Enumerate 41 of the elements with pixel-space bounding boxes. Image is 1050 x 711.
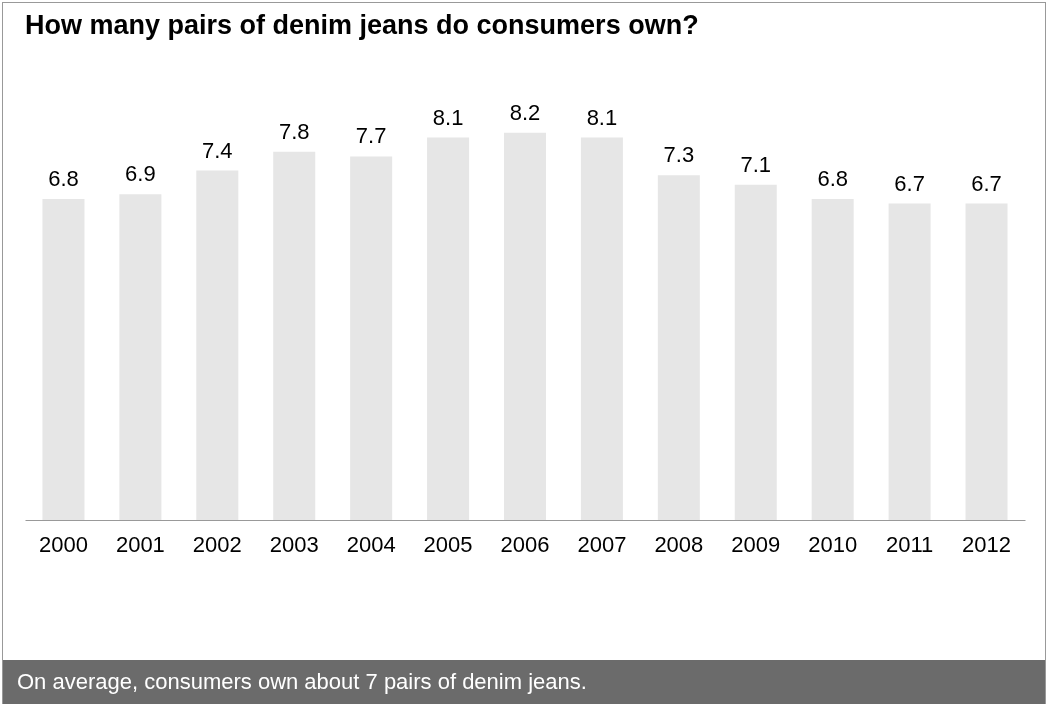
- x-tick-label: 2002: [192, 531, 242, 557]
- x-tick-label: 2009: [731, 531, 781, 557]
- x-tick-label: 2005: [423, 531, 473, 557]
- data-label: 6.8: [48, 165, 79, 191]
- data-label: 7.8: [278, 118, 310, 144]
- x-tick-label: 2011: [885, 531, 934, 557]
- data-label: 6.8: [817, 165, 848, 191]
- bar: [196, 170, 239, 520]
- bar: [811, 198, 854, 520]
- bar: [504, 132, 546, 520]
- x-tick-label: 2006: [500, 531, 550, 557]
- bar: [888, 203, 931, 520]
- text: On average, consumers own about 7 pairs of denim jeans.: [3, 660, 1045, 704]
- bar: [42, 198, 85, 520]
- bar: [965, 203, 1008, 520]
- chart-title: How many pairs of denim jeans do consumers own?: [25, 10, 699, 40]
- bar: [350, 156, 393, 520]
- data-label: 8.1: [586, 104, 618, 130]
- x-tick-label: 2010: [808, 531, 858, 557]
- data-label: 7.4: [202, 137, 233, 163]
- data-label: 8.1: [432, 104, 464, 130]
- bar: [657, 175, 700, 520]
- x-tick-label: 2003: [269, 531, 319, 557]
- x-tick-label: 2008: [654, 531, 704, 557]
- data-label: 6.9: [125, 161, 156, 187]
- x-tick-label: 2007: [577, 531, 627, 557]
- data-label: 7.7: [355, 123, 387, 149]
- bar: [580, 137, 623, 520]
- data-label: 7.1: [740, 151, 772, 177]
- x-tick-label: 2012: [962, 531, 1012, 557]
- x-tick-label: 2000: [38, 531, 88, 557]
- bar: [734, 184, 777, 520]
- data-label: 6.7: [971, 170, 1002, 196]
- bar: [273, 151, 316, 520]
- data-label: 6.7: [894, 170, 925, 196]
- bar: [119, 194, 162, 520]
- x-tick-label: 2004: [346, 531, 396, 557]
- data-label: 7.3: [663, 142, 695, 168]
- data-label: 8.2: [509, 99, 541, 125]
- x-tick-label: 2001: [115, 531, 165, 557]
- bar: [427, 137, 470, 520]
